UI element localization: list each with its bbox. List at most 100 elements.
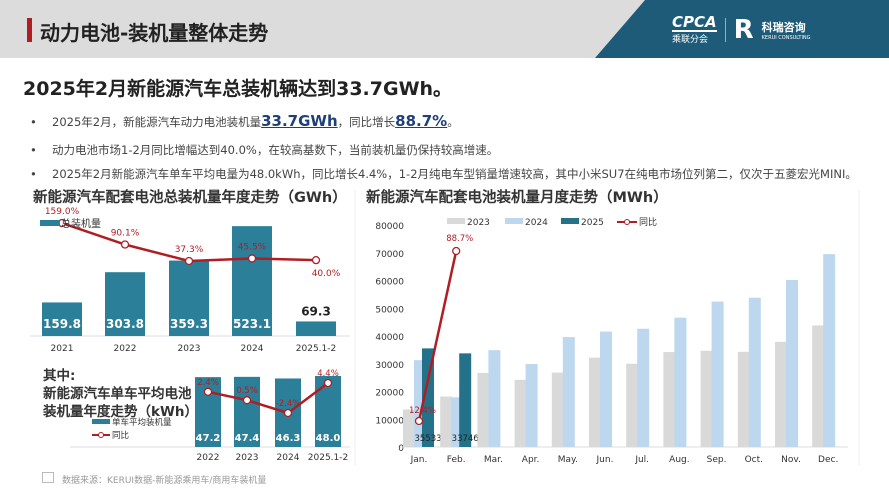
yoy-point xyxy=(414,416,424,426)
x-tick-label: Oct. xyxy=(745,455,763,465)
yoy-point xyxy=(311,256,321,265)
y-tick-label: 40000 xyxy=(375,333,404,343)
x-tick-label: 2023 xyxy=(178,344,201,354)
yoy-label: 40.0% xyxy=(312,269,341,279)
slide-title: 动力电池-装机量整体走势 xyxy=(40,21,269,45)
legend-label: 2024 xyxy=(525,218,548,228)
annual-chart-title: 新能源汽车配套电池总装机量年度走势（GWh） xyxy=(33,190,347,206)
kerui-logo-icon: R xyxy=(733,14,754,45)
legend-swatch xyxy=(561,218,579,224)
bar-value-label: 159.8 xyxy=(43,317,81,331)
y-tick-label: 70000 xyxy=(375,250,404,260)
bar-2024 xyxy=(562,337,575,447)
x-tick-label: 2024 xyxy=(277,453,300,463)
bar-value-label: 35533 xyxy=(414,434,441,444)
yoy-line xyxy=(417,250,458,422)
bar-2024 xyxy=(711,301,724,447)
x-tick-label: May. xyxy=(558,455,578,465)
bullet-2: • 动力电池市场1-2月同比增幅达到40.0%，在较高基数下，当前装机量仍保持较高… xyxy=(30,143,499,157)
yoy-label: 90.1% xyxy=(111,229,140,239)
bar-2024 xyxy=(674,317,687,447)
yoy-point xyxy=(242,396,252,405)
legend-swatch xyxy=(92,419,110,424)
x-tick-label: Mar. xyxy=(484,455,503,465)
cpca-logo: CPCA 乘联分会 xyxy=(672,13,717,45)
yoy-point xyxy=(283,408,293,418)
bar-2023 xyxy=(663,352,676,447)
y-tick-label: 30000 xyxy=(375,361,404,371)
bar xyxy=(105,272,145,336)
x-tick-label: Jan. xyxy=(410,455,428,465)
bar-value-label: 47.4 xyxy=(235,433,260,444)
header-accent xyxy=(595,0,889,58)
yoy-label: 0.5% xyxy=(236,386,258,396)
bar-2023 xyxy=(775,341,787,447)
bar-2024 xyxy=(786,279,798,447)
bar-value-label: 33746 xyxy=(452,434,479,444)
legend-label: 总装机量 xyxy=(61,217,101,230)
bar-2023 xyxy=(626,363,639,447)
yoy-label: -2.4% xyxy=(276,399,301,409)
monthly-chart-title: 新能源汽车配套电池装机量月度走势（MWh） xyxy=(366,190,668,206)
x-tick-label: 2022 xyxy=(197,453,220,463)
x-tick-label: Aug. xyxy=(669,455,689,465)
per-vehicle-chart-title: 其中: 新能源汽车单车平均电池 装机量年度走势（kWh） xyxy=(43,368,198,420)
bar-2024 xyxy=(488,350,501,447)
yoy-point xyxy=(203,387,213,396)
title-accent-bar xyxy=(27,18,32,42)
legend-label: 同比 xyxy=(112,430,129,441)
yoy-point xyxy=(323,378,333,388)
yoy-line xyxy=(207,381,329,415)
legend-label: 2025 xyxy=(581,218,604,228)
logo-group: CPCA 乘联分会 R 科瑞咨询 KERUI CONSULTING xyxy=(672,14,811,45)
bar-value-label: 303.8 xyxy=(106,317,144,331)
bar xyxy=(232,226,272,336)
data-source: 数据来源：KERUI数据-新能源乘用车/商用车装机量 xyxy=(62,476,267,486)
yoy-label: 88.7% xyxy=(446,234,473,244)
bar-value-label: 47.2 xyxy=(196,433,221,444)
kerui-logo: 科瑞咨询 KERUI CONSULTING xyxy=(761,20,811,41)
yoy-label: 12.4% xyxy=(409,406,436,416)
bullet-1: • 2025年2月，新能源汽车动力电池装机量33.7GWh，同比增长88.7%。 xyxy=(30,112,459,130)
legend-marker xyxy=(624,219,630,225)
yoy-point xyxy=(247,254,257,263)
bar-2023 xyxy=(514,379,527,447)
bar-2024 xyxy=(600,331,612,447)
x-tick-label: 2025.1-2 xyxy=(296,344,336,354)
bar-2024 xyxy=(748,297,761,447)
bar-2024 xyxy=(637,328,650,447)
bar-value-label: 523.1 xyxy=(233,317,271,331)
bar xyxy=(234,376,260,447)
bar-2023 xyxy=(700,350,713,447)
yoy-label: 37.3% xyxy=(175,245,204,255)
yoy-label: 45.5% xyxy=(238,242,267,252)
bar-2023 xyxy=(812,325,825,447)
source-icon xyxy=(42,472,54,483)
bar xyxy=(296,321,336,336)
x-tick-label: Sep. xyxy=(707,455,727,465)
x-tick-label: 2025.1-2 xyxy=(308,453,348,463)
yoy-point xyxy=(120,240,130,249)
bar-2025 xyxy=(422,348,434,447)
legend-label: 2023 xyxy=(467,218,490,228)
bar-value-label: 69.3 xyxy=(301,304,331,318)
yoy-point xyxy=(452,246,461,256)
y-tick-label: 20000 xyxy=(375,389,404,399)
bar-2024 xyxy=(823,254,836,447)
bar-2023 xyxy=(477,372,490,447)
y-tick-label: 60000 xyxy=(375,278,404,288)
bar xyxy=(169,260,209,336)
x-tick-label: 2021 xyxy=(51,344,74,354)
bar-2023 xyxy=(551,372,564,447)
y-tick-label: 50000 xyxy=(375,305,404,315)
x-tick-label: Apr. xyxy=(522,455,540,465)
x-tick-label: 2024 xyxy=(241,344,264,354)
y-tick-label: 80000 xyxy=(375,222,404,232)
bar-value-label: 46.3 xyxy=(276,433,301,444)
yoy-label: 2.4% xyxy=(197,378,219,388)
bar-2023 xyxy=(440,396,453,447)
x-tick-label: 2022 xyxy=(114,344,137,354)
yoy-point xyxy=(184,256,194,266)
legend-swatch xyxy=(447,218,465,224)
